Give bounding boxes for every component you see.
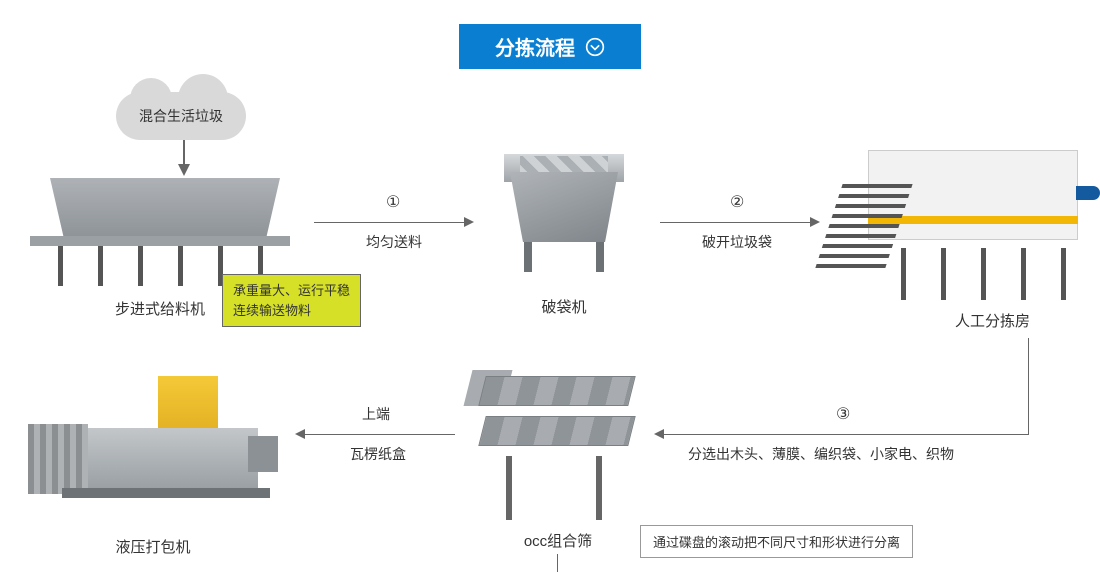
- callout-line1: 承重量大、运行平稳: [233, 281, 350, 301]
- step-4-line1: 上端: [362, 404, 390, 424]
- arrow-3-head: [654, 429, 664, 439]
- chevron-down-icon: [585, 37, 605, 57]
- input-cloud-shape: 混合生活垃圾: [116, 92, 246, 140]
- machine-occ-screen: [468, 370, 648, 520]
- title-text: 分拣流程: [495, 32, 575, 61]
- machine-hydraulic-baler: [28, 376, 278, 526]
- node-occ-screen: occ组合筛: [468, 370, 648, 551]
- label-occ-screen: occ组合筛: [524, 530, 592, 551]
- arrow-3v: [1028, 338, 1029, 434]
- desc-occ-text: 通过碟盘的滚动把不同尺寸和形状进行分离: [653, 535, 900, 550]
- node-hydraulic-baler: 液压打包机: [28, 376, 278, 557]
- node-sorting-house: 人工分拣房: [828, 150, 1078, 331]
- cloud-arrow-icon: [176, 140, 192, 176]
- step-1-num: ①: [386, 192, 400, 212]
- desc-occ: 通过碟盘的滚动把不同尺寸和形状进行分离: [640, 525, 913, 558]
- machine-bag-opener: [494, 146, 634, 286]
- arrow-4: [303, 434, 455, 435]
- step-2-text: 破开垃圾袋: [702, 232, 772, 252]
- label-bag-opener: 破袋机: [541, 296, 586, 317]
- arrow-1-head: [464, 217, 474, 227]
- arrow-1: [314, 222, 466, 223]
- step-3-text: 分选出木头、薄膜、编织袋、小家电、织物: [688, 444, 954, 464]
- machine-step-feeder: [30, 178, 290, 288]
- callout-feeder: 承重量大、运行平稳 连续输送物料: [222, 274, 361, 327]
- arrow-2-head: [810, 217, 820, 227]
- label-step-feeder: 步进式给料机: [115, 298, 205, 319]
- input-cloud: 混合生活垃圾: [116, 92, 246, 140]
- label-sorting-house: 人工分拣房: [955, 310, 1030, 331]
- arrow-down-line: [557, 554, 558, 572]
- node-bag-opener: 破袋机: [494, 146, 634, 317]
- input-cloud-label: 混合生活垃圾: [139, 106, 223, 126]
- step-4-line2: 瓦楞纸盒: [350, 444, 406, 464]
- step-3-num: ③: [836, 404, 850, 424]
- machine-sorting-house: [828, 150, 1078, 300]
- step-2-num: ②: [730, 192, 744, 212]
- arrow-4-head: [295, 429, 305, 439]
- label-hydraulic-baler: 液压打包机: [115, 536, 190, 557]
- step-1-text: 均匀送料: [366, 232, 422, 252]
- arrow-3h: [662, 434, 1029, 435]
- arrow-2: [660, 222, 812, 223]
- title-badge: 分拣流程: [459, 24, 641, 69]
- callout-line2: 连续输送物料: [233, 301, 350, 321]
